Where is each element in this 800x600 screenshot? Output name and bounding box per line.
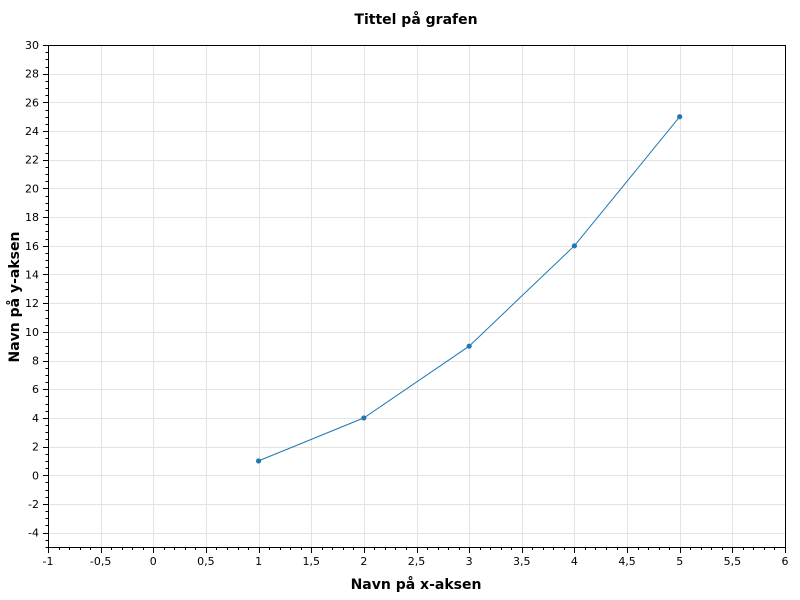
x-tick-label: 1 xyxy=(255,555,262,568)
plot-frame xyxy=(48,45,786,548)
x-tick-label: 5 xyxy=(676,555,683,568)
x-axis: -1 -0,5 0 0,5 1 1,5 2 2,5 3 3,5 4 4,5 5 5,5 6 xyxy=(43,547,789,568)
x-tick-label: -1 xyxy=(43,555,54,568)
y-tick-label: 18 xyxy=(25,211,39,224)
y-tick-label: 22 xyxy=(25,154,39,167)
x-tick-label: -0,5 xyxy=(90,555,111,568)
y-tick-label: 10 xyxy=(25,326,39,339)
x-tick-label: 1,5 xyxy=(302,555,320,568)
x-tick-label: 4 xyxy=(571,555,578,568)
y-tick-label: -4 xyxy=(28,527,39,540)
x-tick-label: 5,5 xyxy=(724,555,742,568)
y-tick-label: 20 xyxy=(25,182,39,195)
x-axis-label: Navn på x-aksen xyxy=(351,576,482,593)
minor-ticks xyxy=(45,45,786,550)
data-point xyxy=(466,343,472,349)
y-tick-label: 14 xyxy=(25,268,39,281)
x-tick-label: 0,5 xyxy=(197,555,215,568)
chart-title: Tittel på grafen xyxy=(354,11,477,28)
y-tick-label: 0 xyxy=(32,469,39,482)
y-tick-label: 30 xyxy=(25,39,39,52)
y-tick-label: 6 xyxy=(32,383,39,396)
data-point xyxy=(255,458,262,464)
x-tick-label: 0 xyxy=(150,555,157,568)
grid xyxy=(48,45,786,547)
data-point xyxy=(361,415,367,421)
x-tick-label: 6 xyxy=(782,555,789,568)
y-tick-label: 8 xyxy=(32,355,39,368)
y-tick-label: 4 xyxy=(32,412,39,425)
y-tick-label: 2 xyxy=(32,441,39,454)
y-tick-label: 26 xyxy=(25,96,39,109)
plot-area xyxy=(255,114,683,464)
x-tick-label: 2,5 xyxy=(408,555,426,568)
x-tick-label: 3,5 xyxy=(513,555,531,568)
x-tick-label: 4,5 xyxy=(618,555,636,568)
y-tick-label: 28 xyxy=(25,68,39,81)
x-tick-label: 2 xyxy=(360,555,367,568)
y-tick-label: -2 xyxy=(28,498,39,511)
x-tick-label: 3 xyxy=(466,555,473,568)
y-tick-label: 12 xyxy=(25,297,39,310)
data-point xyxy=(571,243,578,249)
y-tick-label: 16 xyxy=(25,240,39,253)
y-tick-label: 24 xyxy=(25,125,39,138)
y-axis-label: Navn på y-aksen xyxy=(6,232,23,363)
data-point xyxy=(677,114,683,120)
